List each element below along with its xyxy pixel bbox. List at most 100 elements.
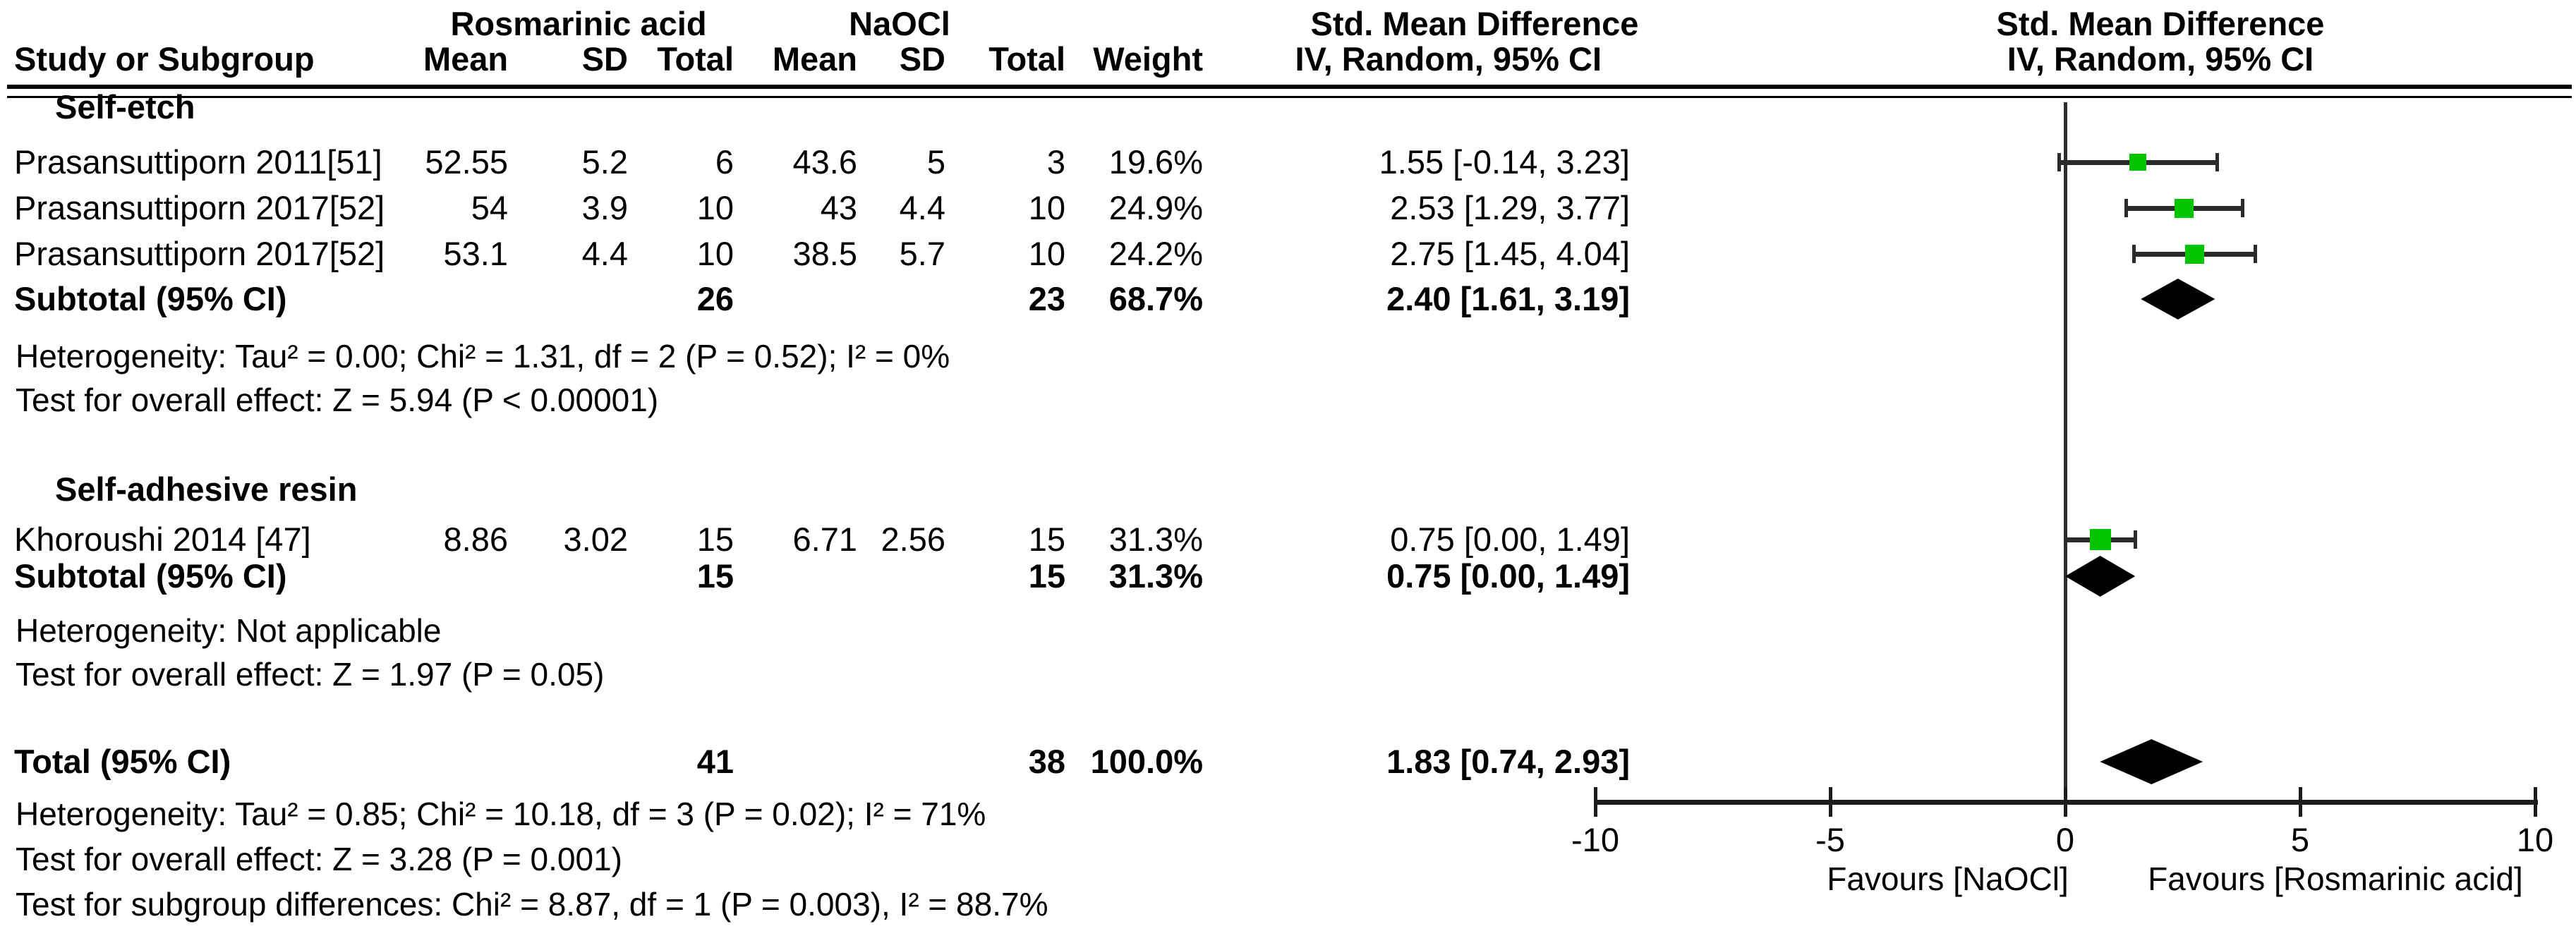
value-cell: 53.1 xyxy=(443,235,508,272)
value-cell: 24.2% xyxy=(1108,235,1203,272)
note-text: Test for overall effect: Z = 5.94 (P < 0… xyxy=(16,382,659,418)
ci-cap-left xyxy=(2124,199,2128,217)
mean1-col-header: Mean xyxy=(423,40,509,78)
value-cell xyxy=(423,556,508,596)
axis-tick-label: 10 xyxy=(2516,821,2554,858)
table-row: Khoroushi 2014 [47] 8.86 3.02 15 6.71 2.56 15 3… xyxy=(14,520,1644,559)
value-cell: 23 xyxy=(1028,280,1065,317)
note-text: Test for overall effect: Z = 3.28 (P = 0… xyxy=(16,841,622,877)
ci-cap-right xyxy=(2241,199,2245,217)
value-cell: 3.9 xyxy=(581,189,628,226)
table-row: Total (95% CI) 41 38 100.0% 1.83 [0.74, 2.93… xyxy=(14,742,1644,781)
pooled-diamond xyxy=(2141,279,2215,320)
table-row: Prasansuttiporn 2011[51] 52.55 5.2 6 43.6 5 3 1… xyxy=(14,142,1644,182)
axis-tick xyxy=(2064,787,2067,817)
value-cell: 0.75 [0.00, 1.49] xyxy=(1390,521,1630,558)
pooled-diamond xyxy=(2065,556,2136,597)
group2-header: NaOCl xyxy=(849,5,950,42)
axis-tick xyxy=(1829,787,1832,817)
ci-cap-left xyxy=(2064,530,2067,549)
column-header-row: Study or Subgroup Mean SD Total Mean SD … xyxy=(14,39,1644,79)
value-cell xyxy=(857,279,945,319)
value-cell: 4.4 xyxy=(899,189,945,226)
note-text: Heterogeneity: Tau² = 0.85; Chi² = 10.18… xyxy=(16,796,986,832)
favours-right-label: Favours [Rosmarinic acid] xyxy=(2148,860,2523,897)
favours-left-label: Favours [NaOCl] xyxy=(1827,860,2069,897)
plot-title-header: Std. Mean Difference xyxy=(1996,5,2325,42)
value-cell: 43 xyxy=(820,189,857,226)
sd2-col-header: SD xyxy=(899,40,945,78)
header-rule xyxy=(7,85,2572,98)
effect-sub-header: IV, Random, 95% CI xyxy=(1295,40,1602,78)
group1-header: Rosmarinic acid xyxy=(450,5,707,42)
ci-cap-right xyxy=(2134,530,2138,549)
value-cell: 5.7 xyxy=(899,235,945,272)
study-label-cell: Khoroushi 2014 [47] xyxy=(14,521,311,558)
zero-line xyxy=(2064,102,2067,802)
ci-cap-left xyxy=(2057,153,2061,171)
value-cell: 24.9% xyxy=(1108,189,1203,226)
value-cell: 54 xyxy=(471,189,508,226)
axis-tick xyxy=(2534,787,2537,817)
value-cell: 1.55 [-0.14, 3.23] xyxy=(1379,143,1630,181)
value-cell: 0.75 [0.00, 1.49] xyxy=(1386,557,1630,595)
value-cell xyxy=(423,742,508,781)
value-cell xyxy=(734,556,857,596)
effect-marker xyxy=(2184,244,2204,264)
value-cell: 41 xyxy=(696,743,734,780)
value-cell: 15 xyxy=(696,521,734,558)
subgroup-header: Self-etch xyxy=(55,88,195,126)
value-cell: 10 xyxy=(1028,235,1065,272)
effect-marker xyxy=(2174,198,2194,218)
value-cell: 15 xyxy=(1028,557,1065,595)
value-cell: 1.83 [0.74, 2.93] xyxy=(1386,743,1630,780)
study-label-cell: Subtotal (95% CI) xyxy=(14,557,287,595)
axis-tick xyxy=(1594,787,1597,817)
pooled-diamond xyxy=(2100,739,2203,784)
value-cell xyxy=(508,556,628,596)
study-label-cell: Prasansuttiporn 2011[51] xyxy=(14,143,382,181)
value-cell: 38 xyxy=(1028,743,1065,780)
note-text: Heterogeneity: Tau² = 0.00; Chi² = 1.31,… xyxy=(16,338,950,375)
ci-cap-right xyxy=(2215,153,2220,171)
value-cell: 26 xyxy=(696,280,734,317)
value-cell: 15 xyxy=(696,557,734,595)
value-cell xyxy=(734,279,857,319)
mean2-col-header: Mean xyxy=(772,40,857,78)
value-cell: 6 xyxy=(715,143,734,181)
value-cell: 2.53 [1.29, 3.77] xyxy=(1390,189,1630,226)
value-cell xyxy=(508,279,628,319)
note-text: Heterogeneity: Not applicable xyxy=(16,612,442,649)
value-cell: 68.7% xyxy=(1108,280,1203,317)
table-row: Subtotal (95% CI) 26 23 68.7% 2.40 [1.61, 3.… xyxy=(14,279,1644,319)
study-label-cell: Prasansuttiporn 2017[52] xyxy=(14,235,385,272)
effect-marker xyxy=(2129,154,2147,171)
axis-tick-label: -5 xyxy=(1815,821,1845,858)
effect-marker xyxy=(2089,529,2111,550)
ci-cap-left xyxy=(2131,245,2136,263)
note-text: Test for subgroup differences: Chi² = 8.… xyxy=(16,886,1048,923)
value-cell: 19.6% xyxy=(1108,143,1203,181)
total2-col-header: Total xyxy=(988,40,1065,78)
table-row: Subtotal (95% CI) 15 15 31.3% 0.75 [0.00, 1.… xyxy=(14,556,1644,596)
table-row: Prasansuttiporn 2017[52] 53.1 4.4 10 38.5 5.7… xyxy=(14,234,1644,274)
value-cell: 5 xyxy=(926,143,945,181)
value-cell: 15 xyxy=(1028,521,1065,558)
total1-col-header: Total xyxy=(657,40,734,78)
study-label-cell: Subtotal (95% CI) xyxy=(14,280,287,317)
value-cell: 2.40 [1.61, 3.19] xyxy=(1386,280,1630,317)
axis-tick-label: -10 xyxy=(1571,821,1619,858)
value-cell: 10 xyxy=(696,235,734,272)
value-cell: 52.55 xyxy=(425,143,508,181)
note-text: Test for overall effect: Z = 1.97 (P = 0… xyxy=(16,656,605,693)
value-cell xyxy=(857,742,945,781)
value-cell xyxy=(857,556,945,596)
value-cell xyxy=(508,742,628,781)
value-cell: 4.4 xyxy=(581,235,628,272)
value-cell: 2.75 [1.45, 4.04] xyxy=(1390,235,1630,272)
effect-col-header: Std. Mean Difference xyxy=(1310,5,1639,42)
value-cell: 31.3% xyxy=(1108,521,1203,558)
value-cell xyxy=(423,279,508,319)
axis-tick xyxy=(2299,787,2302,817)
study-label-cell: Total (95% CI) xyxy=(14,743,231,780)
